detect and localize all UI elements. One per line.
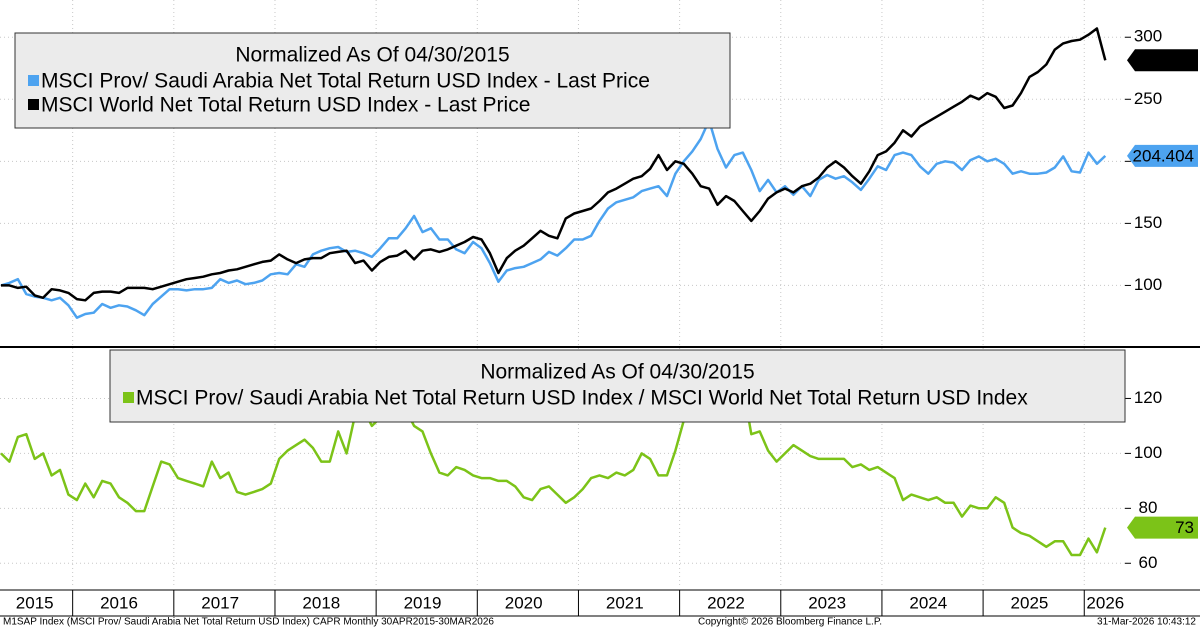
legend-box — [109, 349, 1126, 423]
y-tick-label: 150 — [1134, 213, 1162, 232]
x-tick-label: 2015 — [16, 593, 54, 612]
series-line — [0, 119, 1107, 319]
legend-title: Normalized As Of 04/30/2015 — [235, 44, 509, 67]
x-tick-label: 2025 — [1011, 593, 1049, 612]
footer-left: M1SAP Index (MSCI Prov/ Saudi Arabia Net… — [3, 617, 494, 628]
x-tick-label: 2026 — [1086, 593, 1124, 612]
legend-entry: MSCI Prov/ Saudi Arabia Net Total Return… — [41, 70, 650, 93]
legend-swatch — [123, 392, 134, 403]
last-value-label: 204.404 — [1133, 146, 1194, 165]
y-tick-label: 60 — [1139, 553, 1158, 572]
x-tick-label: 2018 — [302, 593, 340, 612]
x-tick-label: 2020 — [505, 593, 543, 612]
x-tick-label: 2017 — [201, 593, 239, 612]
x-tick-label: 2021 — [606, 593, 644, 612]
last-value-tag — [1127, 144, 1198, 167]
x-tick-label: 2016 — [100, 593, 138, 612]
y-tick-label: 250 — [1134, 89, 1162, 108]
series-line — [0, 366, 1107, 557]
legend-swatch — [28, 75, 39, 86]
last-value-tag — [1127, 516, 1198, 539]
y-tick-label: 300 — [1134, 27, 1162, 46]
x-tick-label: 2024 — [909, 593, 947, 612]
footer-center: Copyright© 2026 Bloomberg Finance L.P. — [698, 617, 882, 628]
legend-swatch — [28, 99, 39, 110]
legend-entry: MSCI Prov/ Saudi Arabia Net Total Return… — [136, 387, 1028, 410]
legend-entry: MSCI World Net Total Return USD Index - … — [41, 94, 530, 117]
series-line — [1, 27, 1107, 302]
last-value-label: 73 — [1175, 518, 1194, 537]
y-tick-label: 80 — [1139, 498, 1158, 517]
x-tick-label: 2019 — [404, 593, 442, 612]
x-tick-label: 2023 — [808, 593, 846, 612]
x-tick-label: 2022 — [707, 593, 745, 612]
footer-right: 31-Mar-2026 10:43:12 — [1097, 617, 1196, 628]
y-tick-label: 100 — [1134, 443, 1162, 462]
last-value-tag — [1127, 49, 1198, 72]
y-tick-label: 100 — [1134, 275, 1162, 294]
y-tick-label: 120 — [1134, 388, 1162, 407]
legend-box — [14, 32, 731, 129]
last-value-label: 281.42 — [1142, 51, 1194, 70]
legend-title: Normalized As Of 04/30/2015 — [480, 361, 754, 384]
